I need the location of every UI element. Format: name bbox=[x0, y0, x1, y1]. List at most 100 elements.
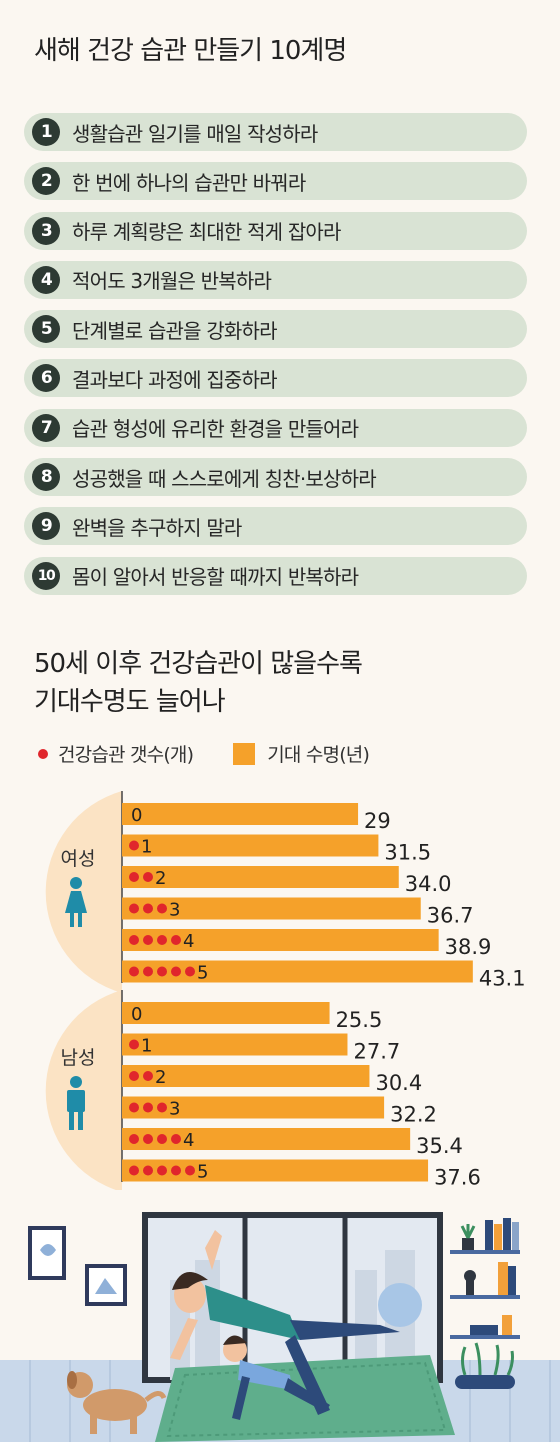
rule-text: 적어도 3개월은 반복하라 bbox=[72, 269, 272, 294]
habit-dot bbox=[129, 1039, 139, 1050]
rule-number-badge: 5 bbox=[32, 315, 60, 344]
habit-dot bbox=[143, 1071, 153, 1081]
bar bbox=[122, 1002, 330, 1024]
rule-item: 8 성공했을 때 스스로에게 칭찬·보상하라 bbox=[24, 458, 527, 497]
habit-dot bbox=[185, 1165, 195, 1176]
habit-dot bbox=[143, 903, 153, 914]
habit-dot bbox=[129, 840, 139, 851]
wall-frame-2 bbox=[85, 1264, 127, 1306]
rule-number-badge: 3 bbox=[32, 216, 60, 245]
rule-text: 완벽을 추구하지 말라 bbox=[72, 515, 242, 540]
legend-dot-icon bbox=[38, 748, 48, 759]
value-label: 31.5 bbox=[384, 841, 431, 865]
bar bbox=[122, 929, 439, 951]
bar bbox=[122, 1128, 411, 1150]
habit-dot bbox=[143, 935, 153, 945]
habit-dot bbox=[157, 1165, 167, 1176]
group-background bbox=[45, 791, 122, 993]
category-label: 3 bbox=[169, 1099, 180, 1120]
chart-title-line2: 기대수명도 늘어나 bbox=[34, 687, 226, 717]
category-label: 4 bbox=[183, 931, 194, 952]
rule-number-badge: 7 bbox=[32, 413, 60, 442]
group-label: 여성 bbox=[61, 848, 96, 870]
rule-item: 10 몸이 알아서 반응할 때까지 반복하라 bbox=[24, 556, 527, 595]
value-label: 32.2 bbox=[390, 1103, 437, 1127]
rule-text: 결과보다 과정에 집중하라 bbox=[72, 367, 278, 392]
rule-item: 2 한 번에 하나의 습관만 바꿔라 bbox=[24, 162, 527, 201]
rule-text: 몸이 알아서 반응할 때까지 반복하라 bbox=[72, 565, 359, 590]
category-label: 5 bbox=[197, 963, 208, 984]
category-label: 1 bbox=[141, 837, 152, 858]
rule-number-badge: 10 bbox=[32, 561, 60, 590]
yoga-illustration bbox=[0, 1210, 560, 1442]
bar bbox=[122, 1096, 385, 1119]
rule-item: 4 적어도 3개월은 반복하라 bbox=[24, 260, 527, 299]
category-label: 3 bbox=[169, 900, 180, 921]
legend-bar-label: 기대 수명(년) bbox=[267, 744, 370, 766]
habit-dot bbox=[143, 1134, 153, 1144]
value-label: 30.4 bbox=[375, 1071, 422, 1095]
bookshelf bbox=[450, 1218, 520, 1389]
rule-text: 생활습관 일기를 매일 작성하라 bbox=[72, 121, 318, 146]
chart-legend: 건강습관 갯수(개) 기대 수명(년) bbox=[38, 740, 370, 767]
value-label: 43.1 bbox=[479, 967, 526, 991]
habit-dot bbox=[185, 966, 195, 977]
bar bbox=[122, 803, 359, 825]
habit-dot bbox=[171, 1134, 181, 1144]
habit-dot bbox=[171, 935, 181, 945]
dog-figure bbox=[67, 1371, 167, 1434]
bar bbox=[122, 1065, 370, 1087]
habit-dot bbox=[129, 903, 139, 914]
rule-item: 1 생활습관 일기를 매일 작성하라 bbox=[24, 113, 527, 151]
page-title: 새해 건강 습관 만들기 10계명 bbox=[34, 36, 347, 66]
category-label: 2 bbox=[155, 1067, 166, 1088]
legend-bar-icon bbox=[233, 742, 256, 765]
rule-number-badge: 4 bbox=[32, 265, 60, 294]
female-icon-body bbox=[65, 891, 87, 913]
adult-figure bbox=[170, 1230, 400, 1415]
group-background bbox=[45, 990, 122, 1190]
rule-number-badge: 1 bbox=[32, 118, 60, 146]
value-label: 36.7 bbox=[427, 904, 474, 928]
male-icon-leg bbox=[78, 1112, 83, 1130]
rule-item: 5 단계별로 습관을 강화하라 bbox=[24, 310, 527, 349]
bar bbox=[122, 866, 399, 888]
legend-dots-label: 건강습관 갯수(개) bbox=[58, 744, 194, 766]
habit-dot bbox=[171, 1165, 181, 1176]
rule-text: 한 번에 하나의 습관만 바꿔라 bbox=[72, 170, 306, 195]
chart-title-line1: 50세 이후 건강습관이 많을수록 bbox=[34, 649, 363, 679]
male-icon-body bbox=[67, 1090, 85, 1112]
habit-dot bbox=[157, 935, 167, 945]
male-icon-leg bbox=[69, 1112, 74, 1130]
value-label: 25.5 bbox=[336, 1008, 383, 1032]
male-icon bbox=[70, 1076, 82, 1088]
chart-title: 50세 이후 건강습관이 많을수록 기대수명도 늘어나 bbox=[34, 645, 363, 721]
value-label: 37.6 bbox=[434, 1166, 481, 1190]
child-figure bbox=[223, 1335, 330, 1420]
rule-text: 단계별로 습관을 강화하라 bbox=[72, 318, 278, 343]
rule-item: 7 습관 형성에 유리한 환경을 만들어라 bbox=[24, 408, 527, 447]
habit-dot bbox=[129, 935, 139, 945]
rule-item: 9 완벽을 추구하지 말라 bbox=[24, 507, 527, 546]
habit-dot bbox=[157, 966, 167, 977]
bar bbox=[122, 1033, 348, 1056]
rule-text: 하루 계획량은 최대한 적게 잡아라 bbox=[72, 220, 341, 245]
habit-dot bbox=[129, 872, 139, 882]
rule-number-badge: 8 bbox=[32, 463, 60, 492]
value-label: 38.9 bbox=[445, 935, 492, 959]
habit-dot bbox=[129, 1102, 139, 1113]
life-expectancy-chart: 여성 0 29 1 31.5 2 34.0 3 36.7 4 38.9 5 43.1 남성 0 25.5 1 27… bbox=[45, 791, 526, 1190]
female-icon bbox=[70, 877, 82, 889]
female-icon-leg bbox=[78, 913, 82, 927]
bar bbox=[122, 897, 421, 920]
habit-dot bbox=[129, 1071, 139, 1081]
habit-dot bbox=[157, 1102, 167, 1113]
bar bbox=[122, 834, 379, 857]
rule-text: 성공했을 때 스스로에게 칭찬·보상하라 bbox=[72, 466, 377, 491]
category-label: 0 bbox=[131, 805, 142, 826]
category-label: 5 bbox=[197, 1162, 208, 1183]
rule-number-badge: 2 bbox=[32, 167, 60, 196]
rule-number-badge: 9 bbox=[32, 512, 60, 541]
bar bbox=[122, 960, 473, 983]
group-label: 남성 bbox=[61, 1047, 96, 1069]
